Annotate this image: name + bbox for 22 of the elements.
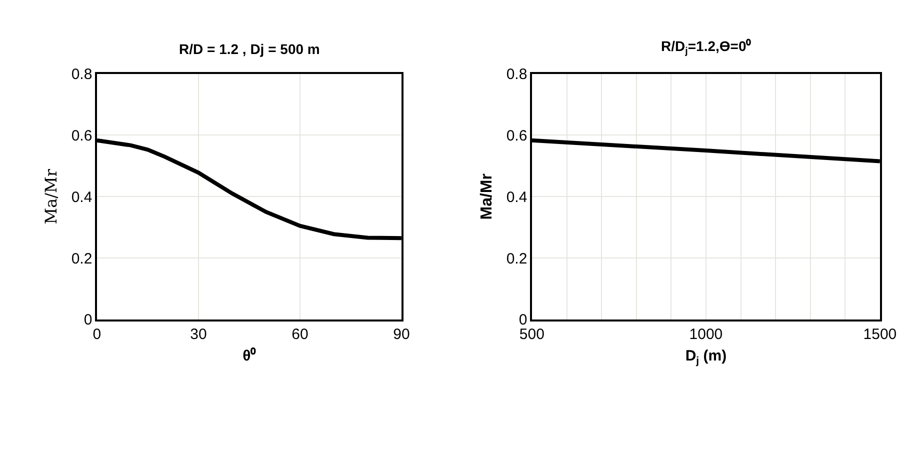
y-axis-title: Ma/Mr (478, 174, 496, 220)
x-tick-label: 60 (292, 326, 308, 344)
y-tick-label: 0.8 (71, 66, 92, 84)
y-tick-label: 0.4 (71, 188, 92, 206)
y-tick-label: 0 (518, 312, 528, 329)
y-tick-label: 0.6 (506, 127, 528, 144)
x-tick-label: 90 (393, 326, 410, 344)
y-tick-label: 0.4 (506, 188, 528, 206)
y-tick-label: 0.2 (506, 250, 528, 268)
x-tick-label: 30 (190, 326, 207, 344)
y-tick-label: 0.2 (71, 250, 92, 268)
x-tick-label: 1000 (689, 326, 723, 344)
x-axis-title: θ⁰ (242, 346, 257, 365)
y-axis-title: Ma/Mr (42, 168, 61, 224)
y-tick-label: 0.6 (71, 127, 92, 144)
chart-title: R/D$_{j}$=1.2,ϴ=0⁰ (661, 38, 752, 57)
x-tick-label: 1500 (863, 326, 897, 344)
x-tick-label: 500 (519, 326, 544, 344)
chart-title: R/D = 1.2 , Dj = 500 m (179, 41, 320, 57)
x-axis-title: D$_{j}$ (m) (685, 348, 727, 367)
y-tick-label: 0.8 (506, 66, 528, 84)
y-tick-label: 0 (84, 312, 92, 329)
